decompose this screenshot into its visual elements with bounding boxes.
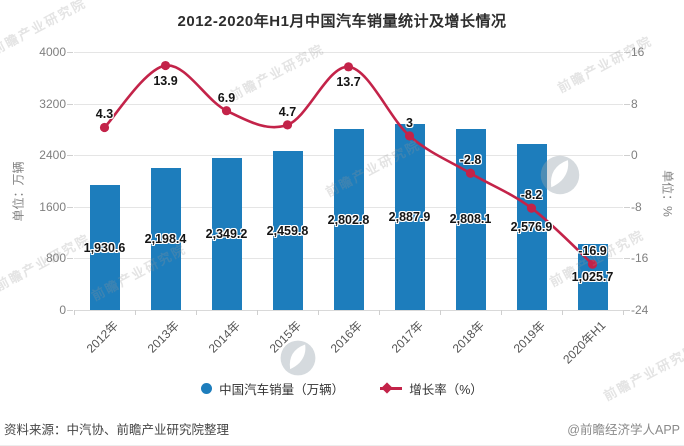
chart-title: 2012-2020年H1月中国汽车销量统计及增长情况 [177,13,507,30]
right-axis-tick-label: 0 [631,148,638,163]
left-axis-tick [67,310,73,311]
line-point [587,259,598,269]
bar-value-label: 2,808.1 [449,212,492,227]
left-axis-tick-label: 1600 [39,199,66,214]
bar-value-label: 2,459.8 [266,223,309,238]
line-value-label: 3 [406,115,413,130]
line-value-label: 4.3 [95,107,114,122]
x-axis-tick [623,310,624,315]
legend-diamond-icon [381,382,393,394]
right-axis-tick [624,52,630,53]
bar-value-label: 2,349.2 [205,227,248,242]
right-axis-tick [624,103,630,105]
line-point [221,106,232,116]
legend-item: 增长率（%） [380,379,483,398]
grid-line [74,103,623,105]
right-axis-tick-label: -24 [631,303,649,317]
right-axis-tick-label: 8 [631,96,638,111]
credit-note: @前瞻经济学人APP [567,423,680,437]
legend-label: 中国汽车销量（万辆） [219,383,345,397]
sales-bar [89,185,120,310]
line-point [343,62,354,72]
line-value-label: -16.9 [578,244,607,259]
bar-value-label: 2,802.8 [327,212,370,227]
right-axis-tick-label: 16 [631,45,645,59]
bar-value-label: 1,930.6 [83,240,126,255]
grid-line [74,310,623,311]
line-point [99,122,110,133]
growth-legend-marker-icon [380,382,403,394]
left-axis-tick [67,52,73,53]
legend-label: 增长率（%） [409,383,483,397]
sales-bar [516,143,547,310]
x-axis-tick [318,310,319,315]
bar-value-label: 2,887.9 [388,209,431,224]
line-point [160,60,171,71]
line-point [526,203,537,213]
line-value-label: 6.9 [217,90,236,105]
sales-legend-marker-icon [201,383,213,394]
line-point [404,131,415,141]
right-axis-tick-label: -8 [631,199,642,214]
legend: 中国汽车销量（万辆） 增长率（%） [0,379,684,398]
sales-bar [272,151,303,310]
left-axis-tick-label: 3200 [39,96,66,111]
line-value-label: -8.2 [520,188,543,203]
x-axis-tick [562,310,563,315]
x-axis-tick [440,310,441,315]
line-value-label: 13.9 [153,73,178,88]
x-axis-tick [74,310,75,315]
line-point [282,120,293,130]
sales-bar [394,123,425,310]
left-axis-tick [67,103,73,105]
bar-value-label: 2,198.4 [144,232,187,247]
line-value-label: 13.7 [336,74,361,89]
source-note: 资料来源：中汽协、前瞻产业研究院整理 [4,423,230,437]
left-axis-tick [67,258,73,260]
grid-line [74,52,623,53]
bar-value-label: 2,576.9 [510,219,553,234]
x-axis-tick [379,310,380,315]
right-axis-tick [624,310,630,311]
x-axis-tick [257,310,258,315]
left-axis-tick [67,206,73,208]
bar-value-label: 1,025.7 [571,269,614,284]
right-axis-tick [624,206,630,208]
line-value-label: -2.8 [459,153,482,168]
right-axis-tick [624,155,630,157]
left-axis-tick-label: 4000 [39,45,66,59]
sales-bar [150,168,181,310]
line-value-label: 4.7 [278,104,297,119]
x-axis-tick [196,310,197,315]
sales-bar [333,129,364,310]
sales-bar [455,128,486,310]
x-axis-tick [501,310,502,315]
right-axis-tick [624,258,630,260]
x-axis-tick [135,310,136,315]
left-axis-tick-label: 0 [59,303,66,317]
left-axis-tick-label: 2400 [39,148,66,163]
left-axis-tick [67,155,73,157]
left-axis-tick-label: 800 [45,251,66,266]
legend-item: 中国汽车销量（万辆） [201,379,344,398]
sales-bar [211,158,242,310]
line-point [465,168,476,178]
right-axis-tick-label: -16 [631,251,649,266]
